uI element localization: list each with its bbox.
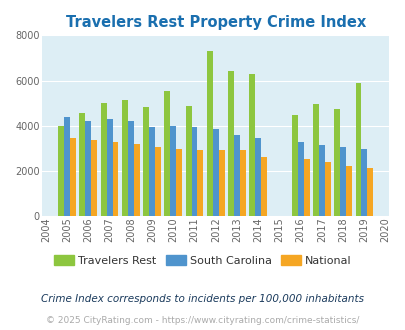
Bar — [197, 150, 203, 216]
Bar — [360, 149, 367, 216]
Bar — [100, 103, 107, 216]
Bar — [79, 114, 85, 216]
Bar — [176, 149, 182, 216]
Bar — [218, 150, 224, 216]
Bar — [170, 126, 176, 216]
Bar — [206, 51, 212, 216]
Bar — [155, 147, 160, 216]
Bar — [333, 109, 339, 216]
Bar — [318, 145, 324, 216]
Bar — [122, 100, 128, 216]
Bar — [345, 166, 351, 216]
Bar — [64, 117, 70, 216]
Bar — [260, 157, 266, 216]
Bar — [297, 142, 303, 216]
Bar — [58, 126, 64, 216]
Bar — [291, 115, 297, 216]
Bar — [112, 142, 118, 216]
Text: Crime Index corresponds to incidents per 100,000 inhabitants: Crime Index corresponds to incidents per… — [41, 294, 364, 304]
Bar — [143, 107, 149, 216]
Bar — [133, 144, 139, 216]
Bar — [91, 140, 97, 216]
Bar — [128, 121, 133, 216]
Bar — [149, 127, 155, 216]
Bar — [164, 90, 170, 216]
Bar — [303, 159, 309, 216]
Bar — [339, 147, 345, 216]
Bar — [324, 162, 330, 216]
Bar — [107, 119, 112, 216]
Bar — [355, 83, 360, 216]
Bar — [312, 104, 318, 216]
Text: © 2025 CityRating.com - https://www.cityrating.com/crime-statistics/: © 2025 CityRating.com - https://www.city… — [46, 316, 359, 325]
Bar — [191, 127, 197, 216]
Bar — [255, 138, 260, 216]
Legend: Travelers Rest, South Carolina, National: Travelers Rest, South Carolina, National — [49, 250, 356, 270]
Bar — [239, 150, 245, 216]
Title: Travelers Rest Property Crime Index: Travelers Rest Property Crime Index — [66, 15, 365, 30]
Bar — [249, 74, 255, 216]
Bar — [228, 71, 233, 216]
Bar — [70, 138, 76, 216]
Bar — [85, 121, 91, 216]
Bar — [212, 129, 218, 216]
Bar — [367, 168, 373, 216]
Bar — [185, 106, 191, 216]
Bar — [233, 135, 239, 216]
